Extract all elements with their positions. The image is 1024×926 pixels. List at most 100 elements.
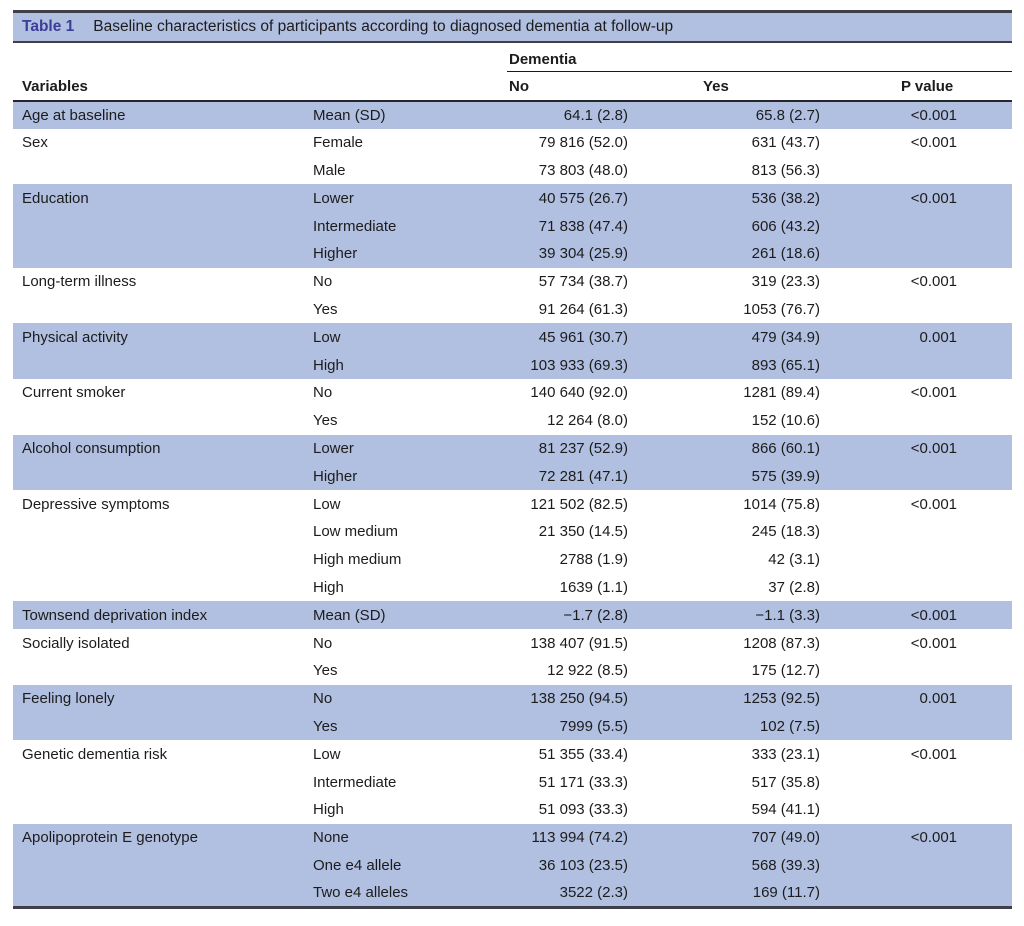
- category-cell: No: [313, 273, 333, 291]
- category-cell: High: [304, 351, 498, 379]
- category-cell: High medium: [313, 551, 402, 569]
- table-row: Current smoker No 140 640 (92.0) 1281 (89.4…: [13, 379, 1012, 407]
- p-value-cell: [830, 574, 1012, 602]
- no-value-cell: 138 407 (91.5): [530, 634, 628, 652]
- category-cell: No: [313, 634, 333, 652]
- category-cell: Higher: [304, 462, 498, 491]
- category-cell: Low: [313, 495, 341, 513]
- p-value-cell: [830, 351, 1013, 379]
- col-header-blank: [304, 73, 498, 102]
- category-cell: One e4 allele: [304, 851, 498, 880]
- p-value-cell: [830, 546, 1012, 574]
- col-header-no: No: [498, 73, 638, 102]
- p-value-cell: <0.001: [830, 601, 1013, 630]
- no-value-cell: 12 264 (8.0): [547, 412, 628, 430]
- no-value-cell: 36 103 (23.5): [498, 851, 638, 880]
- group-header-row: Dementia: [13, 47, 1013, 73]
- no-value-cell: 2788 (1.9): [559, 551, 628, 569]
- no-value-cell: 140 640 (92.0): [530, 384, 628, 402]
- table-row: Yes 12 264 (8.0) 152 (10.6): [13, 407, 1012, 435]
- category-cell: Lower: [304, 184, 498, 213]
- variable-cell: Apolipoprotein E genotype: [13, 823, 304, 852]
- p-value-cell: [830, 296, 1012, 324]
- table-row: Education Lower 40 575 (26.7) 536 (38.2) <0.…: [13, 184, 1013, 213]
- yes-value-cell: 813 (56.3): [751, 161, 820, 179]
- variable-cell: [13, 212, 304, 240]
- no-value-cell: 79 816 (52.0): [538, 134, 628, 152]
- table-row: Sex Female 79 816 (52.0) 631 (43.7) <0.001: [13, 129, 1012, 157]
- variable-cell: Genetic dementia risk: [22, 745, 168, 763]
- table-row: Two e4 alleles 3522 (2.3) 169 (11.7): [13, 879, 1013, 908]
- col-header-yes: Yes: [638, 73, 830, 102]
- p-value-cell: <0.001: [910, 634, 958, 652]
- category-cell: Intermediate: [304, 212, 498, 240]
- category-cell: Lower: [304, 434, 498, 463]
- table-row: Higher 72 281 (47.1) 575 (39.9): [13, 462, 1013, 491]
- variable-cell: [13, 157, 304, 185]
- dementia-group-cell: Dementia: [498, 47, 1013, 73]
- no-value-cell: 1639 (1.1): [559, 578, 628, 596]
- table-row: Apolipoprotein E genotype None 113 994 (74…: [13, 823, 1013, 852]
- variable-cell: Townsend deprivation index: [13, 601, 304, 630]
- table-row: Depressive symptoms Low 121 502 (82.5) 1014…: [13, 490, 1012, 518]
- yes-value-cell: 1253 (92.5): [638, 684, 830, 713]
- variable-cell: Long-term illness: [22, 273, 137, 291]
- col-header-pvalue: P value: [830, 73, 1013, 102]
- variable-cell: [13, 796, 304, 824]
- variable-cell: [13, 407, 304, 435]
- no-value-cell: 121 502 (82.5): [530, 495, 628, 513]
- yes-value-cell: 102 (7.5): [638, 712, 830, 741]
- yes-value-cell: 893 (65.1): [638, 351, 830, 379]
- yes-value-cell: 152 (10.6): [751, 412, 820, 430]
- p-value-cell: [830, 657, 1012, 685]
- no-value-cell: 51 355 (33.4): [538, 745, 628, 763]
- variable-cell: Current smoker: [22, 384, 126, 402]
- no-value-cell: 51 171 (33.3): [538, 773, 628, 791]
- p-value-cell: <0.001: [830, 823, 1013, 852]
- no-value-cell: 21 350 (14.5): [538, 523, 628, 541]
- yes-value-cell: 175 (12.7): [751, 662, 820, 680]
- table-row: High 51 093 (33.3) 594 (41.1): [13, 796, 1012, 824]
- yes-value-cell: 606 (43.2): [638, 212, 830, 240]
- table-row: Feeling lonely No 138 250 (94.5) 1253 (92.5…: [13, 684, 1013, 713]
- variable-cell: [13, 296, 304, 324]
- yes-value-cell: 333 (23.1): [751, 745, 820, 763]
- category-cell: Intermediate: [313, 773, 397, 791]
- yes-value-cell: 319 (23.3): [751, 273, 820, 291]
- table-row: Higher 39 304 (25.9) 261 (18.6): [13, 239, 1013, 268]
- no-value-cell: 57 734 (38.7): [538, 273, 628, 291]
- category-cell: None: [304, 823, 498, 852]
- variable-cell: Socially isolated: [22, 634, 130, 652]
- p-value-cell: 0.001: [830, 323, 1013, 352]
- no-value-cell: 3522 (2.3): [498, 879, 638, 908]
- variable-cell: [13, 462, 304, 491]
- table-row: Socially isolated No 138 407 (91.5) 1208 (8…: [13, 629, 1012, 657]
- no-value-cell: 81 237 (52.9): [498, 434, 638, 463]
- no-value-cell: −1.7 (2.8): [498, 601, 638, 630]
- category-cell: Low: [313, 745, 341, 763]
- category-cell: Low medium: [313, 523, 399, 541]
- col-header-variables: Variables: [13, 73, 304, 102]
- table-row: Genetic dementia risk Low 51 355 (33.4) 333…: [13, 740, 1012, 768]
- p-value-cell: <0.001: [830, 184, 1013, 213]
- no-value-cell: 103 933 (69.3): [498, 351, 638, 379]
- variable-cell: Physical activity: [13, 323, 304, 352]
- category-cell: High: [313, 801, 344, 819]
- category-cell: Higher: [304, 239, 498, 268]
- variable-cell: Feeling lonely: [13, 684, 304, 713]
- p-value-cell: <0.001: [910, 384, 958, 402]
- p-value-cell: [830, 239, 1013, 268]
- variable-cell: [13, 518, 304, 546]
- variable-cell: [13, 574, 304, 602]
- category-cell: Yes: [313, 662, 338, 680]
- p-value-cell: [830, 407, 1012, 435]
- p-value-cell: [830, 796, 1012, 824]
- variable-cell: [13, 879, 304, 908]
- no-value-cell: 64.1 (2.8): [498, 101, 638, 129]
- no-value-cell: 51 093 (33.3): [538, 801, 628, 819]
- yes-value-cell: 1281 (89.4): [743, 384, 820, 402]
- yes-value-cell: 631 (43.7): [751, 134, 820, 152]
- variable-cell: [13, 768, 304, 796]
- no-value-cell: 39 304 (25.9): [498, 239, 638, 268]
